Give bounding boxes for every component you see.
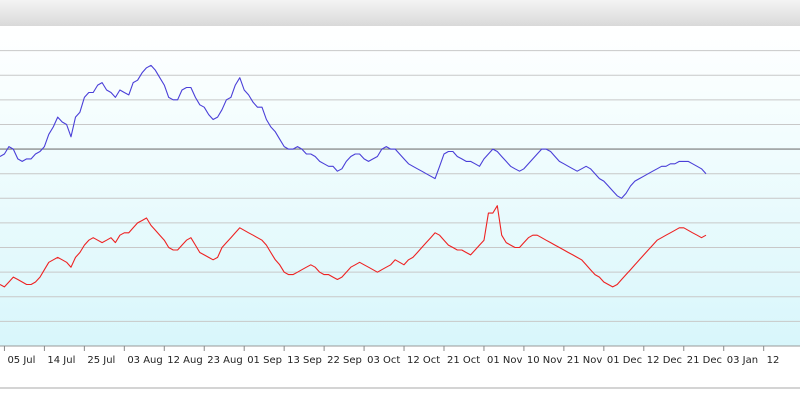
x-tick-label: 01 Sep	[247, 355, 282, 366]
x-tick-label: 01 Nov	[487, 355, 523, 366]
x-tick-label: 12	[767, 355, 780, 366]
x-tick-label: 05 Jul	[7, 355, 35, 366]
series-lines	[0, 64, 707, 288]
plot-area	[0, 26, 800, 346]
x-tick-label: 12 Aug	[167, 355, 202, 366]
x-tick-labels: 05 Jul 14 Jul 25 Jul 03 Aug 12 Aug 23 Aug 01 S…	[3, 346, 780, 366]
gridlines	[0, 50, 800, 347]
x-tick-label: 21 Oct	[447, 355, 480, 366]
x-tick-label: 13 Sep	[287, 355, 322, 366]
x-tick-label: 12 Oct	[407, 355, 440, 366]
x-tick-label: 21 Dec	[687, 355, 722, 366]
x-tick-label: 03 Aug	[127, 355, 162, 366]
series-red-line	[0, 205, 707, 288]
x-tick-label: 03 Oct	[367, 355, 400, 366]
x-tick-label: 10 Nov	[527, 355, 563, 366]
x-tick-label: 21 Nov	[567, 355, 603, 366]
x-tick-label: 25 Jul	[87, 355, 115, 366]
x-tick-label: 23 Aug	[207, 355, 242, 366]
x-tick-label: 01 Dec	[607, 355, 642, 366]
x-tick-label: 22 Sep	[327, 355, 362, 366]
x-tick-label: 14 Jul	[47, 355, 75, 366]
chart-header-bar	[0, 0, 800, 26]
x-tick-label: 03 Jan	[727, 355, 758, 366]
x-tick-label: 12 Dec	[647, 355, 682, 366]
series-blue-line	[0, 64, 707, 199]
x-axis	[0, 345, 800, 389]
